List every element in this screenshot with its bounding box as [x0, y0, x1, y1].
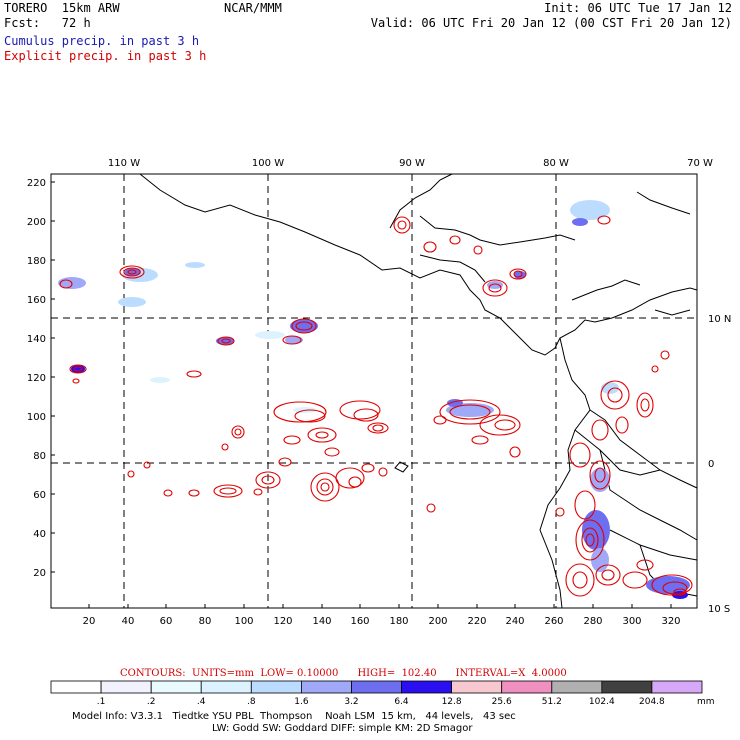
lat-label-0: 0 [708, 459, 714, 470]
y-tick-label: 160 [27, 295, 46, 306]
explicit-precip [59, 215, 693, 597]
y-tick-label: 220 [27, 178, 46, 189]
colorbar-swatch [501, 680, 553, 694]
colorbar-swatch [50, 680, 102, 694]
x-tick-label: 120 [273, 616, 292, 627]
colorbar-swatch [300, 680, 352, 694]
x-tick-label: 60 [160, 616, 173, 627]
x-tick-label: 160 [350, 616, 369, 627]
lat-right-labels: 10 N 0 10 S [708, 314, 731, 615]
lon-label-100w: 100 W [252, 158, 284, 169]
contours-info: CONTOURS: UNITS=mm LOW= 0.10000 HIGH= 10… [120, 668, 567, 679]
lon-label-70w: 70 W [687, 158, 713, 169]
colorbar-swatch [401, 680, 452, 694]
org-label: NCAR/MMM [224, 1, 282, 15]
y-axis-labels: 220 200 180 160 140 120 100 80 60 40 20 [27, 178, 46, 579]
colorbar-label: 12.8 [441, 697, 462, 707]
x-axis-labels: 20 40 60 80 100 120 140 160 180 200 220 … [83, 616, 681, 627]
lon-top-labels: 110 W 100 W 90 W 80 W 70 W [108, 158, 713, 169]
colorbar-label: .8 [247, 697, 256, 707]
model-title: TORERO 15km ARW [4, 1, 120, 15]
lat-label-10n: 10 N [708, 314, 731, 325]
colorbar-unit: mm [697, 697, 715, 707]
x-tick-label: 280 [583, 616, 602, 627]
colorbar-swatch [451, 680, 503, 694]
colorbar-label: 25.6 [491, 697, 512, 707]
y-tick-label: 80 [33, 451, 46, 462]
init-time: Init: 06 UTC Tue 17 Jan 12 [544, 1, 732, 15]
x-tick-label: 100 [234, 616, 253, 627]
x-tick-label: 200 [428, 616, 447, 627]
colorbar-label: 204.8 [639, 697, 665, 707]
x-tick-label: 20 [83, 616, 96, 627]
x-tick-label: 320 [661, 616, 680, 627]
forecast-hour: Fcst: 72 h [4, 16, 91, 30]
y-tick-label: 100 [27, 412, 46, 423]
y-tick-label: 140 [27, 334, 46, 345]
colorbar-label: .2 [146, 697, 156, 707]
x-tick-label: 140 [312, 616, 331, 627]
y-tick-label: 40 [33, 529, 46, 540]
x-tick-label: 40 [122, 616, 135, 627]
y-tick-label: 20 [33, 568, 46, 579]
colorbar-swatch [150, 680, 202, 694]
colorbar-label: 6.4 [394, 697, 409, 707]
colorbar-label: 102.4 [588, 697, 615, 707]
colorbar-label: .4 [196, 697, 206, 707]
colorbar-swatch [200, 680, 252, 694]
model-info-line1: Model Info: V3.3.1 Tiedtke YSU PBL Thomp… [72, 711, 516, 722]
y-tick-label: 180 [27, 256, 46, 267]
colorbar-swatch [551, 680, 603, 694]
model-info-line2: LW: Godd SW: Goddard DIFF: simple KM: 2D… [212, 723, 473, 734]
lon-label-110w: 110 W [108, 158, 140, 169]
y-tick-label: 200 [27, 217, 46, 228]
colorbar-label: 51.2 [541, 697, 562, 707]
y-tick-label: 120 [27, 373, 46, 384]
x-tick-label: 220 [467, 616, 486, 627]
lon-label-80w: 80 W [543, 158, 569, 169]
x-tick-label: 180 [389, 616, 408, 627]
colorbar-swatch [250, 680, 302, 694]
colorbar-swatch [651, 680, 703, 694]
axis-ticks [51, 181, 672, 608]
graticule [51, 174, 697, 608]
x-tick-label: 240 [505, 616, 524, 627]
x-tick-label: 260 [544, 616, 563, 627]
colorbar-label: .1 [96, 697, 106, 707]
colorbar-label: 1.6 [294, 697, 309, 707]
y-tick-label: 60 [33, 490, 46, 501]
colorbar-label: 3.2 [344, 697, 359, 707]
x-tick-label: 300 [622, 616, 641, 627]
colorbar-swatch [100, 680, 152, 694]
colorbar-swatch [351, 680, 402, 694]
colorbar [50, 680, 703, 694]
explicit-legend: Explicit precip. in past 3 h [4, 49, 207, 63]
lat-label-10s: 10 S [708, 604, 730, 615]
x-tick-label: 80 [199, 616, 212, 627]
lon-label-90w: 90 W [399, 158, 425, 169]
cumulus-legend: Cumulus precip. in past 3 h [4, 34, 200, 48]
colorbar-swatch [601, 680, 653, 694]
valid-time: Valid: 06 UTC Fri 20 Jan 12 (00 CST Fri … [370, 16, 732, 30]
